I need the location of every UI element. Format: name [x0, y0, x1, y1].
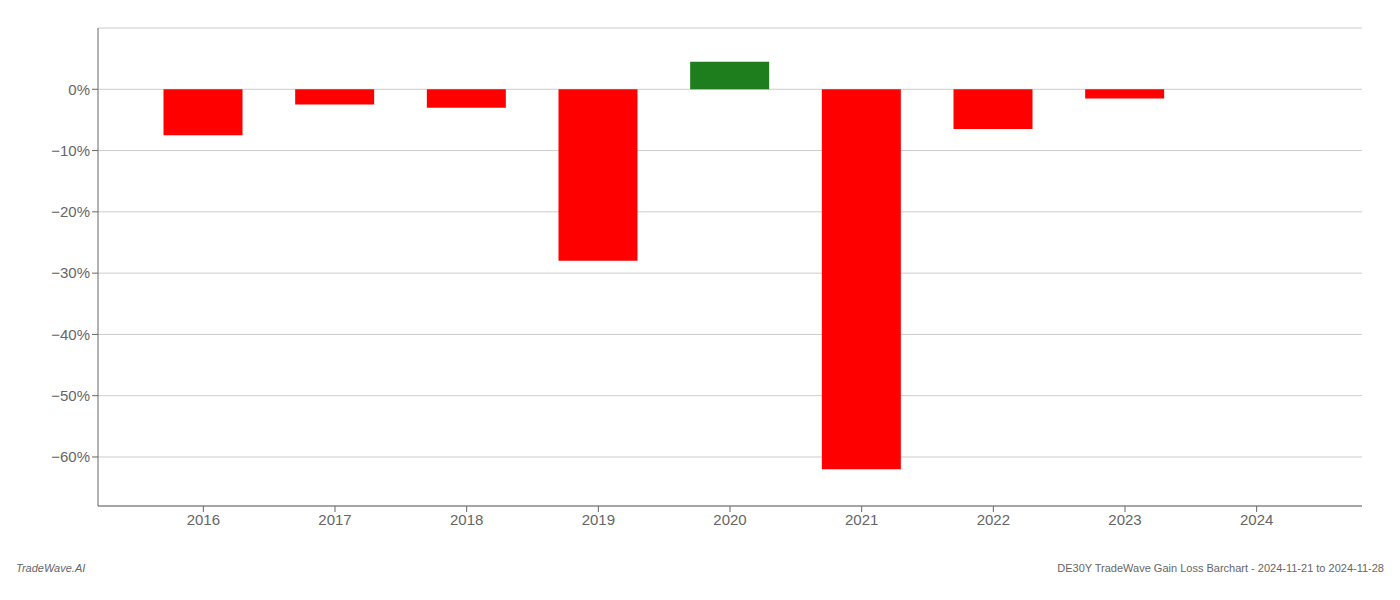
svg-text:2018: 2018: [450, 511, 483, 528]
svg-text:−20%: −20%: [51, 203, 90, 220]
svg-text:2023: 2023: [1108, 511, 1141, 528]
svg-text:0%: 0%: [68, 81, 90, 98]
svg-text:2022: 2022: [977, 511, 1010, 528]
html-text:DE30Y TradeWave Gain Loss Barc: DE30Y TradeWave Gain Loss Barchart - 202…: [1057, 562, 1384, 574]
svg-text:2021: 2021: [845, 511, 878, 528]
svg-text:2019: 2019: [582, 511, 615, 528]
svg-text:2017: 2017: [318, 511, 351, 528]
svg-text:−10%: −10%: [51, 142, 90, 159]
svg-text:2024: 2024: [1240, 511, 1273, 528]
svg-text:−30%: −30%: [51, 264, 90, 281]
svg-text:−60%: −60%: [51, 448, 90, 465]
svg-text:2016: 2016: [187, 511, 220, 528]
svg-text:−40%: −40%: [51, 326, 90, 343]
svg-text:−50%: −50%: [51, 387, 90, 404]
svg-text:2020: 2020: [713, 511, 746, 528]
html-text:TradeWave.AI: TradeWave.AI: [16, 562, 86, 574]
